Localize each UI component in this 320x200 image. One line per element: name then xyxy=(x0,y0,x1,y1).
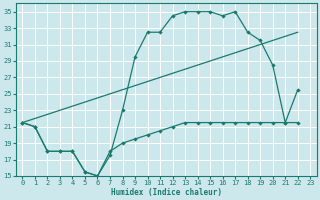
X-axis label: Humidex (Indice chaleur): Humidex (Indice chaleur) xyxy=(111,188,222,197)
